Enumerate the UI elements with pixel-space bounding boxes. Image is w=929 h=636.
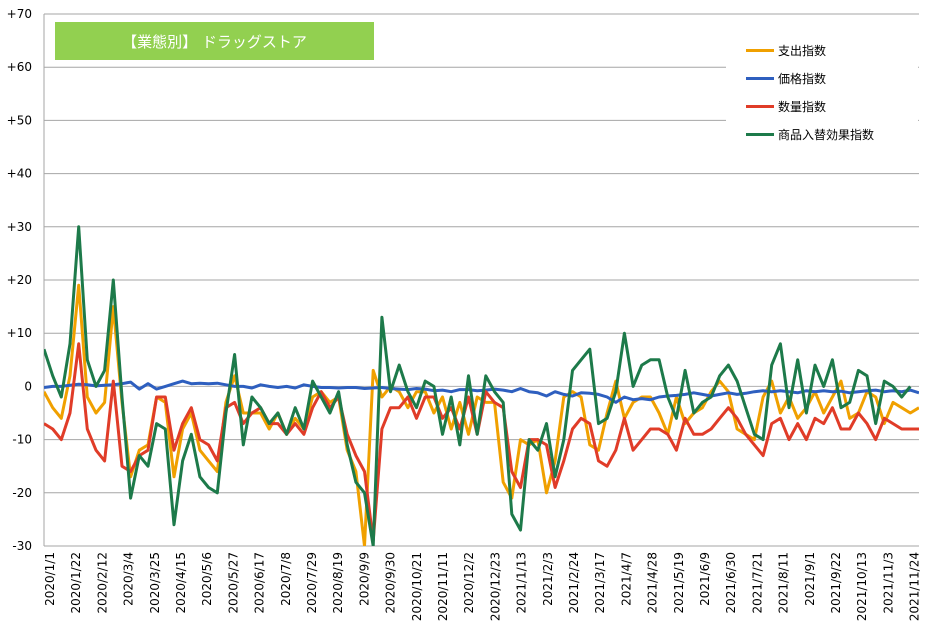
x-tick-label: 2020/4/15 — [174, 552, 188, 614]
legend-item: 商品入替効果指数 — [746, 124, 874, 144]
x-tick-label: 2021/2/24 — [567, 552, 581, 614]
x-tick-label: 2020/9/9 — [357, 552, 371, 606]
x-tick-label: 2020/12/2 — [462, 552, 476, 614]
x-tick-label: 2021/6/9 — [698, 552, 712, 606]
x-tick-label: 2020/1/1 — [43, 552, 57, 606]
x-tick-label: 2021/4/28 — [646, 552, 660, 614]
legend-label: 数量指数 — [778, 99, 827, 114]
legend-label: 商品入替効果指数 — [778, 127, 875, 142]
x-tick-label: 2021/9/22 — [829, 552, 843, 614]
x-tick-label: 2021/11/24 — [908, 552, 922, 621]
legend-swatch-0 — [746, 48, 774, 52]
legend-swatch-1 — [746, 76, 774, 80]
x-tick-label: 2020/8/19 — [331, 552, 345, 614]
x-tick-label: 2020/2/12 — [95, 552, 109, 614]
x-tick-label: 2020/5/6 — [200, 552, 214, 606]
x-tick-label: 2021/5/19 — [672, 552, 686, 614]
x-tick-label: 2020/5/27 — [226, 552, 240, 614]
legend-swatch-3 — [746, 132, 774, 136]
x-tick-label: 2020/7/8 — [279, 552, 293, 606]
x-tick-label: 2020/11/11 — [436, 552, 450, 621]
x-tick-label: 2021/2/3 — [541, 552, 555, 606]
x-tick-label: 2020/3/25 — [148, 552, 162, 614]
x-tick-label: 2021/6/30 — [724, 552, 738, 614]
y-tick-label: +60 — [7, 60, 32, 74]
legend-label: 価格指数 — [778, 71, 827, 86]
legend-item: 支出指数 — [746, 40, 826, 60]
x-tick-label: 2021/4/7 — [619, 552, 633, 606]
legend-label: 支出指数 — [778, 43, 827, 58]
y-tick-label: -30 — [12, 539, 32, 553]
legend-item: 数量指数 — [746, 96, 826, 116]
y-tick-label: +10 — [7, 326, 32, 340]
x-tick-label: 2021/1/13 — [515, 552, 529, 614]
x-tick-label: 2021/8/11 — [777, 552, 791, 614]
x-tick-label: 2020/6/17 — [253, 552, 267, 614]
legend-item: 価格指数 — [746, 68, 826, 88]
y-tick-label: +70 — [7, 7, 32, 21]
legend: 支出指数 価格指数 数量指数 商品入替効果指数 — [726, 30, 918, 150]
x-tick-label: 2020/7/29 — [305, 552, 319, 614]
y-tick-label: -20 — [12, 486, 32, 500]
y-tick-label: 0 — [24, 379, 32, 393]
y-tick-label: +30 — [7, 220, 32, 234]
x-tick-label: 2021/7/21 — [750, 552, 764, 614]
x-tick-label: 2021/9/1 — [803, 552, 817, 606]
chart-title: 【業態別】 ドラッグストア — [55, 22, 374, 60]
y-tick-label: -10 — [12, 433, 32, 447]
x-tick-label: 2021/10/13 — [855, 552, 869, 621]
x-tick-label: 2020/10/21 — [410, 552, 424, 621]
y-tick-label: +40 — [7, 167, 32, 181]
x-tick-label: 2020/1/22 — [69, 552, 83, 614]
x-tick-label: 2020/3/4 — [122, 552, 136, 606]
series-line-1 — [44, 379, 919, 404]
x-tick-label: 2021/11/3 — [881, 552, 895, 614]
y-tick-label: +50 — [7, 113, 32, 127]
x-tick-label: 2021/3/17 — [593, 552, 607, 614]
x-tick-label: 2020/12/23 — [488, 552, 502, 621]
y-tick-label: +20 — [7, 273, 32, 287]
series-line-3 — [44, 225, 912, 546]
legend-swatch-2 — [746, 104, 774, 108]
x-tick-label: 2020/9/30 — [384, 552, 398, 614]
